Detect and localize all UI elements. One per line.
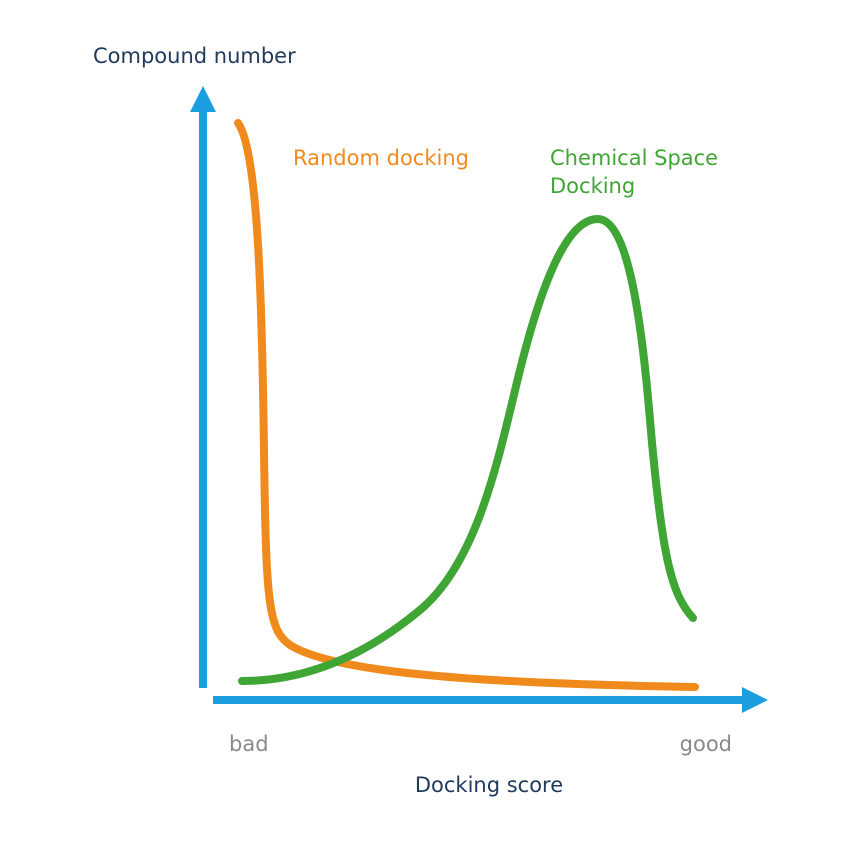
x-low-label: bad — [229, 732, 269, 756]
x-axis-arrow — [742, 687, 768, 713]
x-axis-label: Docking score — [415, 773, 563, 797]
chemical-space-curve — [238, 214, 697, 685]
curve-label: Chemical Space — [550, 146, 718, 170]
curve-label: Docking — [550, 174, 635, 198]
y-axis-label: Compound number — [93, 44, 296, 68]
curve-label: Random docking — [293, 146, 469, 170]
y-axis-arrow — [190, 86, 216, 112]
x-high-label: good — [680, 732, 732, 756]
random-docking-curve — [234, 119, 699, 691]
